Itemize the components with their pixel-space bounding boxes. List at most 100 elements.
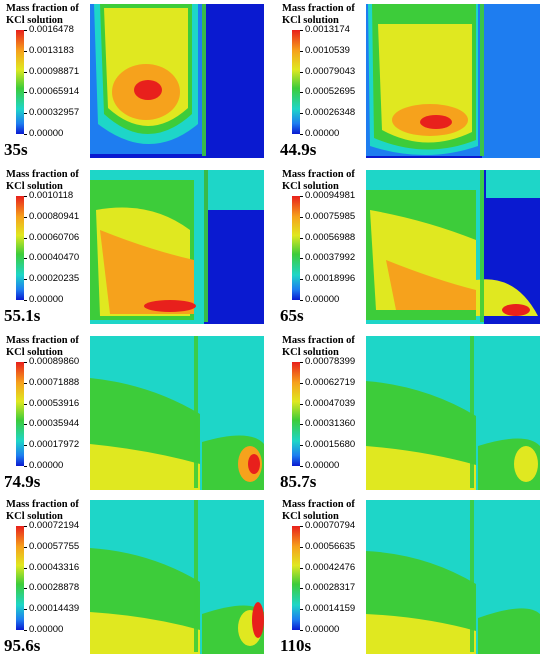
tick-label: 0.00014439 [29, 603, 80, 615]
tick-label: 0.00040470 [29, 252, 80, 264]
colorbar-ticks: 0.00089860 0.00071888 0.00053916 0.00035944… [16, 356, 96, 471]
tick-mark [24, 403, 27, 405]
contour-panel: Mass fraction of KCl solution 0.0013174 0.… [278, 2, 548, 164]
tick-label: 0.00053916 [29, 397, 80, 409]
colorbar [16, 196, 24, 300]
tick-mark [24, 50, 27, 52]
tick-label: 0.00060706 [29, 231, 80, 243]
tick-label: 0.00079043 [305, 65, 356, 77]
tick-label: 0.00000 [305, 294, 340, 305]
contour-panel: Mass fraction of KCl solution 0.00089860 0… [2, 334, 272, 496]
tick-label: 0.00047039 [305, 397, 356, 409]
tick-mark [300, 609, 303, 611]
tick-mark [300, 134, 303, 135]
time-label: 95.6s [4, 636, 41, 655]
tick-label: 0.00028878 [29, 582, 80, 594]
legend-title: Mass fraction of KCl solution [282, 3, 355, 26]
tick-mark [24, 216, 27, 218]
tick-mark [300, 424, 303, 426]
time-label: 85.7s [280, 472, 317, 491]
tick-mark [24, 609, 27, 611]
tick-label: 0.0010118 [29, 190, 74, 201]
time-label: 65s [280, 306, 304, 325]
time-label: 110s [280, 636, 312, 655]
tick-label: 0.00000 [305, 128, 340, 139]
tick-mark [300, 71, 303, 73]
tick-label: 0.00020235 [29, 273, 80, 285]
legend-title: Mass fraction of KCl solution [6, 499, 79, 522]
colorbar [16, 362, 24, 466]
tick-mark [300, 630, 303, 631]
tick-mark [300, 382, 303, 384]
tick-label: 0.0013174 [305, 24, 350, 35]
tick-mark [24, 466, 27, 467]
time-label: 44.9s [280, 140, 317, 159]
tick-label: 0.00014159 [305, 603, 356, 615]
tick-label: 0.00075985 [305, 210, 356, 222]
tick-mark [300, 216, 303, 218]
tick-label: 0.00043316 [29, 561, 80, 573]
colorbar [16, 526, 24, 630]
tick-mark [24, 567, 27, 569]
tick-mark [300, 445, 303, 447]
colorbar [292, 526, 300, 630]
tick-mark [300, 362, 303, 363]
tick-label: 0.00000 [29, 460, 64, 471]
contour-panel: Mass fraction of KCl solution 0.00072194 0… [2, 498, 272, 660]
tick-mark [24, 134, 27, 135]
contour-plot [90, 4, 264, 158]
tick-label: 0.00031360 [305, 418, 356, 430]
contour-panel: Mass fraction of KCl solution 0.00070794 0… [278, 498, 548, 660]
tick-mark [300, 92, 303, 94]
tick-mark [300, 403, 303, 405]
colorbar-ticks: 0.0016478 0.0013183 0.00098871 0.00065914 0.… [16, 24, 96, 139]
tick-mark [24, 362, 27, 363]
tick-mark [24, 526, 27, 527]
tick-label: 0.00052695 [305, 86, 356, 98]
tick-label: 0.00037992 [305, 252, 356, 264]
tick-mark [300, 50, 303, 52]
tick-mark [24, 196, 27, 197]
tick-mark [300, 466, 303, 467]
contour-panel: Mass fraction of KCl solution 0.0016478 0.… [2, 2, 272, 164]
contour-panel: Mass fraction of KCl solution 0.00078399 0… [278, 334, 548, 496]
contour-plot [366, 4, 540, 158]
tick-label: 0.00089860 [29, 356, 80, 367]
tick-label: 0.00098871 [29, 65, 80, 77]
tick-mark [24, 30, 27, 31]
contour-plot [90, 500, 264, 654]
tick-mark [300, 30, 303, 31]
tick-label: 0.00000 [29, 128, 64, 139]
tick-label: 0.00056988 [305, 231, 356, 243]
tick-label: 0.00026348 [305, 107, 356, 119]
tick-label: 0.00057755 [29, 540, 80, 552]
tick-label: 0.0013183 [29, 44, 74, 56]
colorbar-ticks: 0.0010118 0.00080941 0.00060706 0.00040470 0… [16, 190, 96, 305]
tick-mark [24, 382, 27, 384]
tick-mark [300, 546, 303, 548]
contour-panel: Mass fraction of KCl solution 0.00094981 0… [278, 168, 548, 330]
tick-mark [24, 630, 27, 631]
tick-mark [24, 445, 27, 447]
legend-title: Mass fraction of KCl solution [282, 499, 355, 522]
colorbar [16, 30, 24, 134]
tick-mark [300, 196, 303, 197]
tick-label: 0.0016478 [29, 24, 74, 35]
contour-plot [366, 336, 540, 490]
tick-label: 0.00056635 [305, 540, 356, 552]
contour-plot [366, 500, 540, 654]
tick-label: 0.00028317 [305, 582, 356, 594]
tick-mark [300, 526, 303, 527]
tick-label: 0.00042476 [305, 561, 356, 573]
legend-title: Mass fraction of KCl solution [6, 169, 79, 192]
legend-title: Mass fraction of KCl solution [6, 3, 79, 26]
tick-label: 0.00062719 [305, 376, 356, 388]
tick-label: 0.00078399 [305, 356, 356, 367]
tick-mark [24, 237, 27, 239]
tick-mark [300, 113, 303, 115]
tick-mark [300, 567, 303, 569]
tick-label: 0.0010539 [305, 44, 350, 56]
legend-title: Mass fraction of KCl solution [6, 335, 79, 358]
tick-label: 0.00015680 [305, 439, 356, 451]
